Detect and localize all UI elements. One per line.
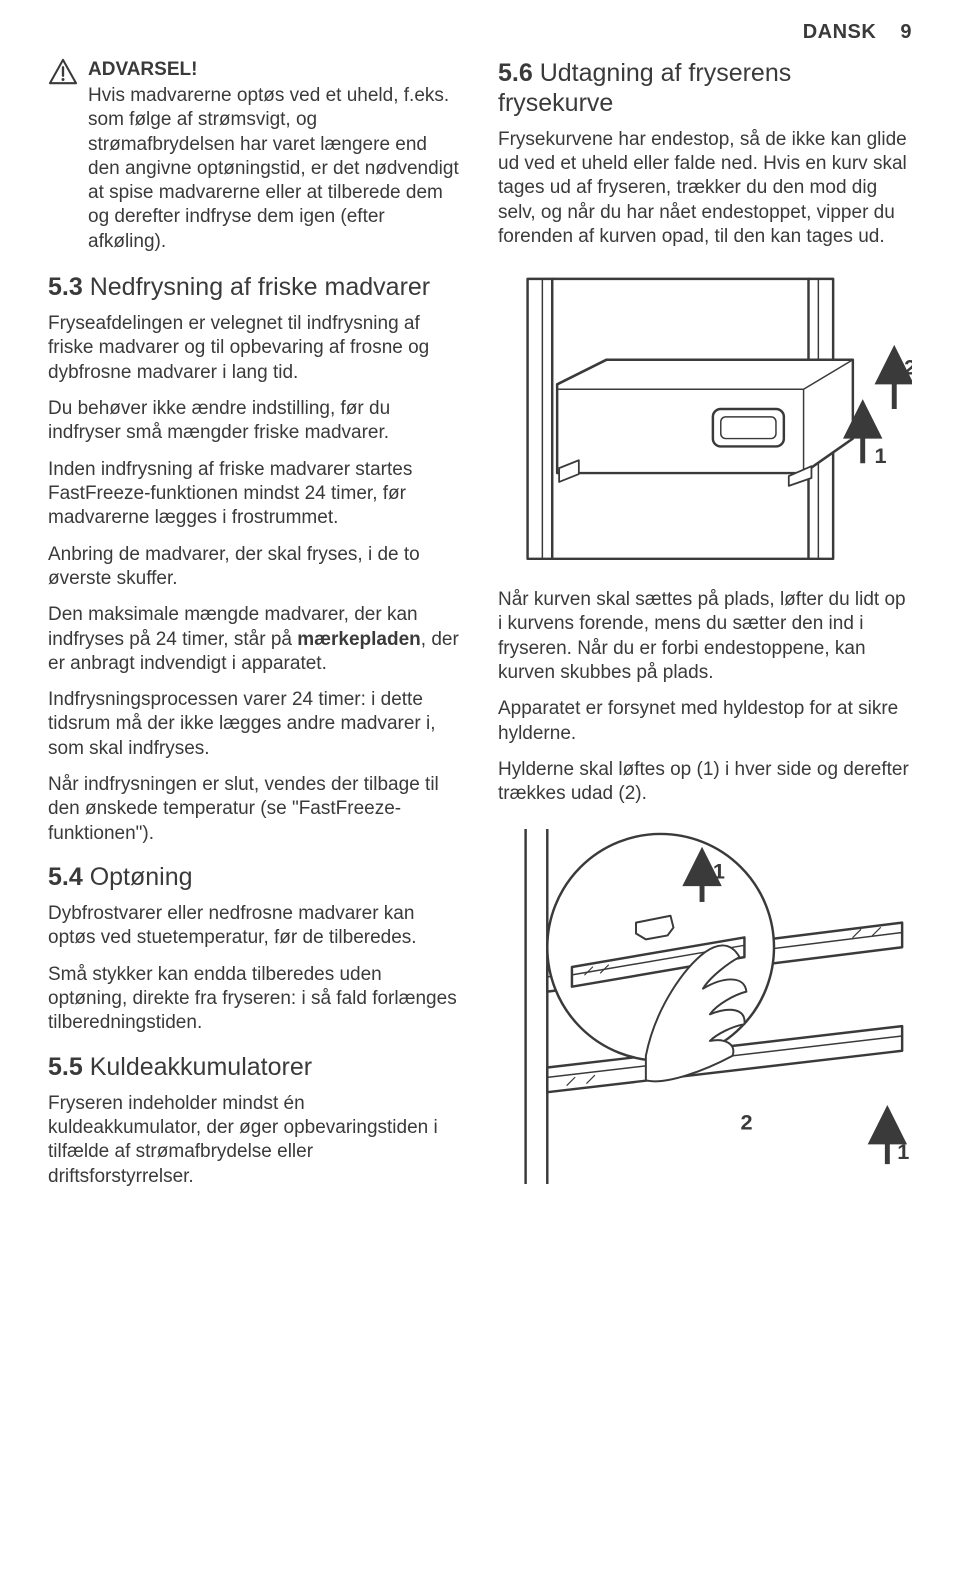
section-5-3-heading: 5.3 Nedfrysning af friske madvarer: [48, 272, 462, 302]
fig2-label-1b: 1: [897, 1139, 909, 1164]
s53-p3: Inden indfrysning af friske madvarer sta…: [48, 458, 462, 531]
warning-body: Hvis madvarerne optøs ved et uheld, f.ek…: [88, 84, 462, 254]
shelf-diagram: 1 2 1: [498, 829, 912, 1184]
fig1-label-1: 1: [875, 443, 887, 468]
fig2-label-2: 2: [740, 1109, 752, 1134]
s54-p1: Dybfrostvarer eller nedfrosne madvarer k…: [48, 902, 462, 951]
s53-p2: Du behøver ikke ændre indstilling, før d…: [48, 397, 462, 446]
s53-p7: Når indfrysningen er slut, vendes der ti…: [48, 773, 462, 846]
page-number: 9: [900, 21, 912, 43]
right-column: 5.6 Udtagning af fryserens frysekurve Fr…: [498, 58, 912, 1205]
s56-p3: Apparatet er forsynet med hyldestop for …: [498, 697, 912, 746]
s53-p4: Anbring de madvarer, der skal fryses, i …: [48, 543, 462, 592]
warning-box: ADVARSEL! Hvis madvarerne optøs ved et u…: [48, 58, 462, 255]
s53-p5: Den maksimale mængde madvarer, der kan i…: [48, 603, 462, 676]
fig1-label-2: 2: [904, 355, 912, 380]
page-header: DANSK 9: [48, 20, 912, 46]
section-5-4-heading: 5.4 Optøning: [48, 862, 462, 892]
s53-p6: Indfrysningsprocessen varer 24 timer: i …: [48, 688, 462, 761]
section-5-5-heading: 5.5 Kuldeakkumulatorer: [48, 1052, 462, 1082]
section-5-6-heading: 5.6 Udtagning af fryserens frysekurve: [498, 58, 912, 118]
s56-p1: Frysekurvene har endestop, så de ikke ka…: [498, 128, 912, 250]
lang-label: DANSK: [803, 21, 877, 43]
warning-icon: [48, 58, 78, 86]
s56-p4: Hylderne skal løftes op (1) i hver side …: [498, 758, 912, 807]
fig2-label-1: 1: [713, 858, 725, 883]
s54-p2: Små stykker kan endda tilberedes uden op…: [48, 963, 462, 1036]
drawer-diagram: 1 2: [498, 271, 912, 567]
left-column: ADVARSEL! Hvis madvarerne optøs ved et u…: [48, 58, 462, 1205]
s53-p1: Fryseafdelingen er velegnet til indfrysn…: [48, 312, 462, 385]
s56-p2: Når kurven skal sættes på plads, løfter …: [498, 588, 912, 685]
s55-p1: Fryseren indeholder mindst én kuldeakkum…: [48, 1092, 462, 1189]
warning-title: ADVARSEL!: [88, 58, 462, 82]
